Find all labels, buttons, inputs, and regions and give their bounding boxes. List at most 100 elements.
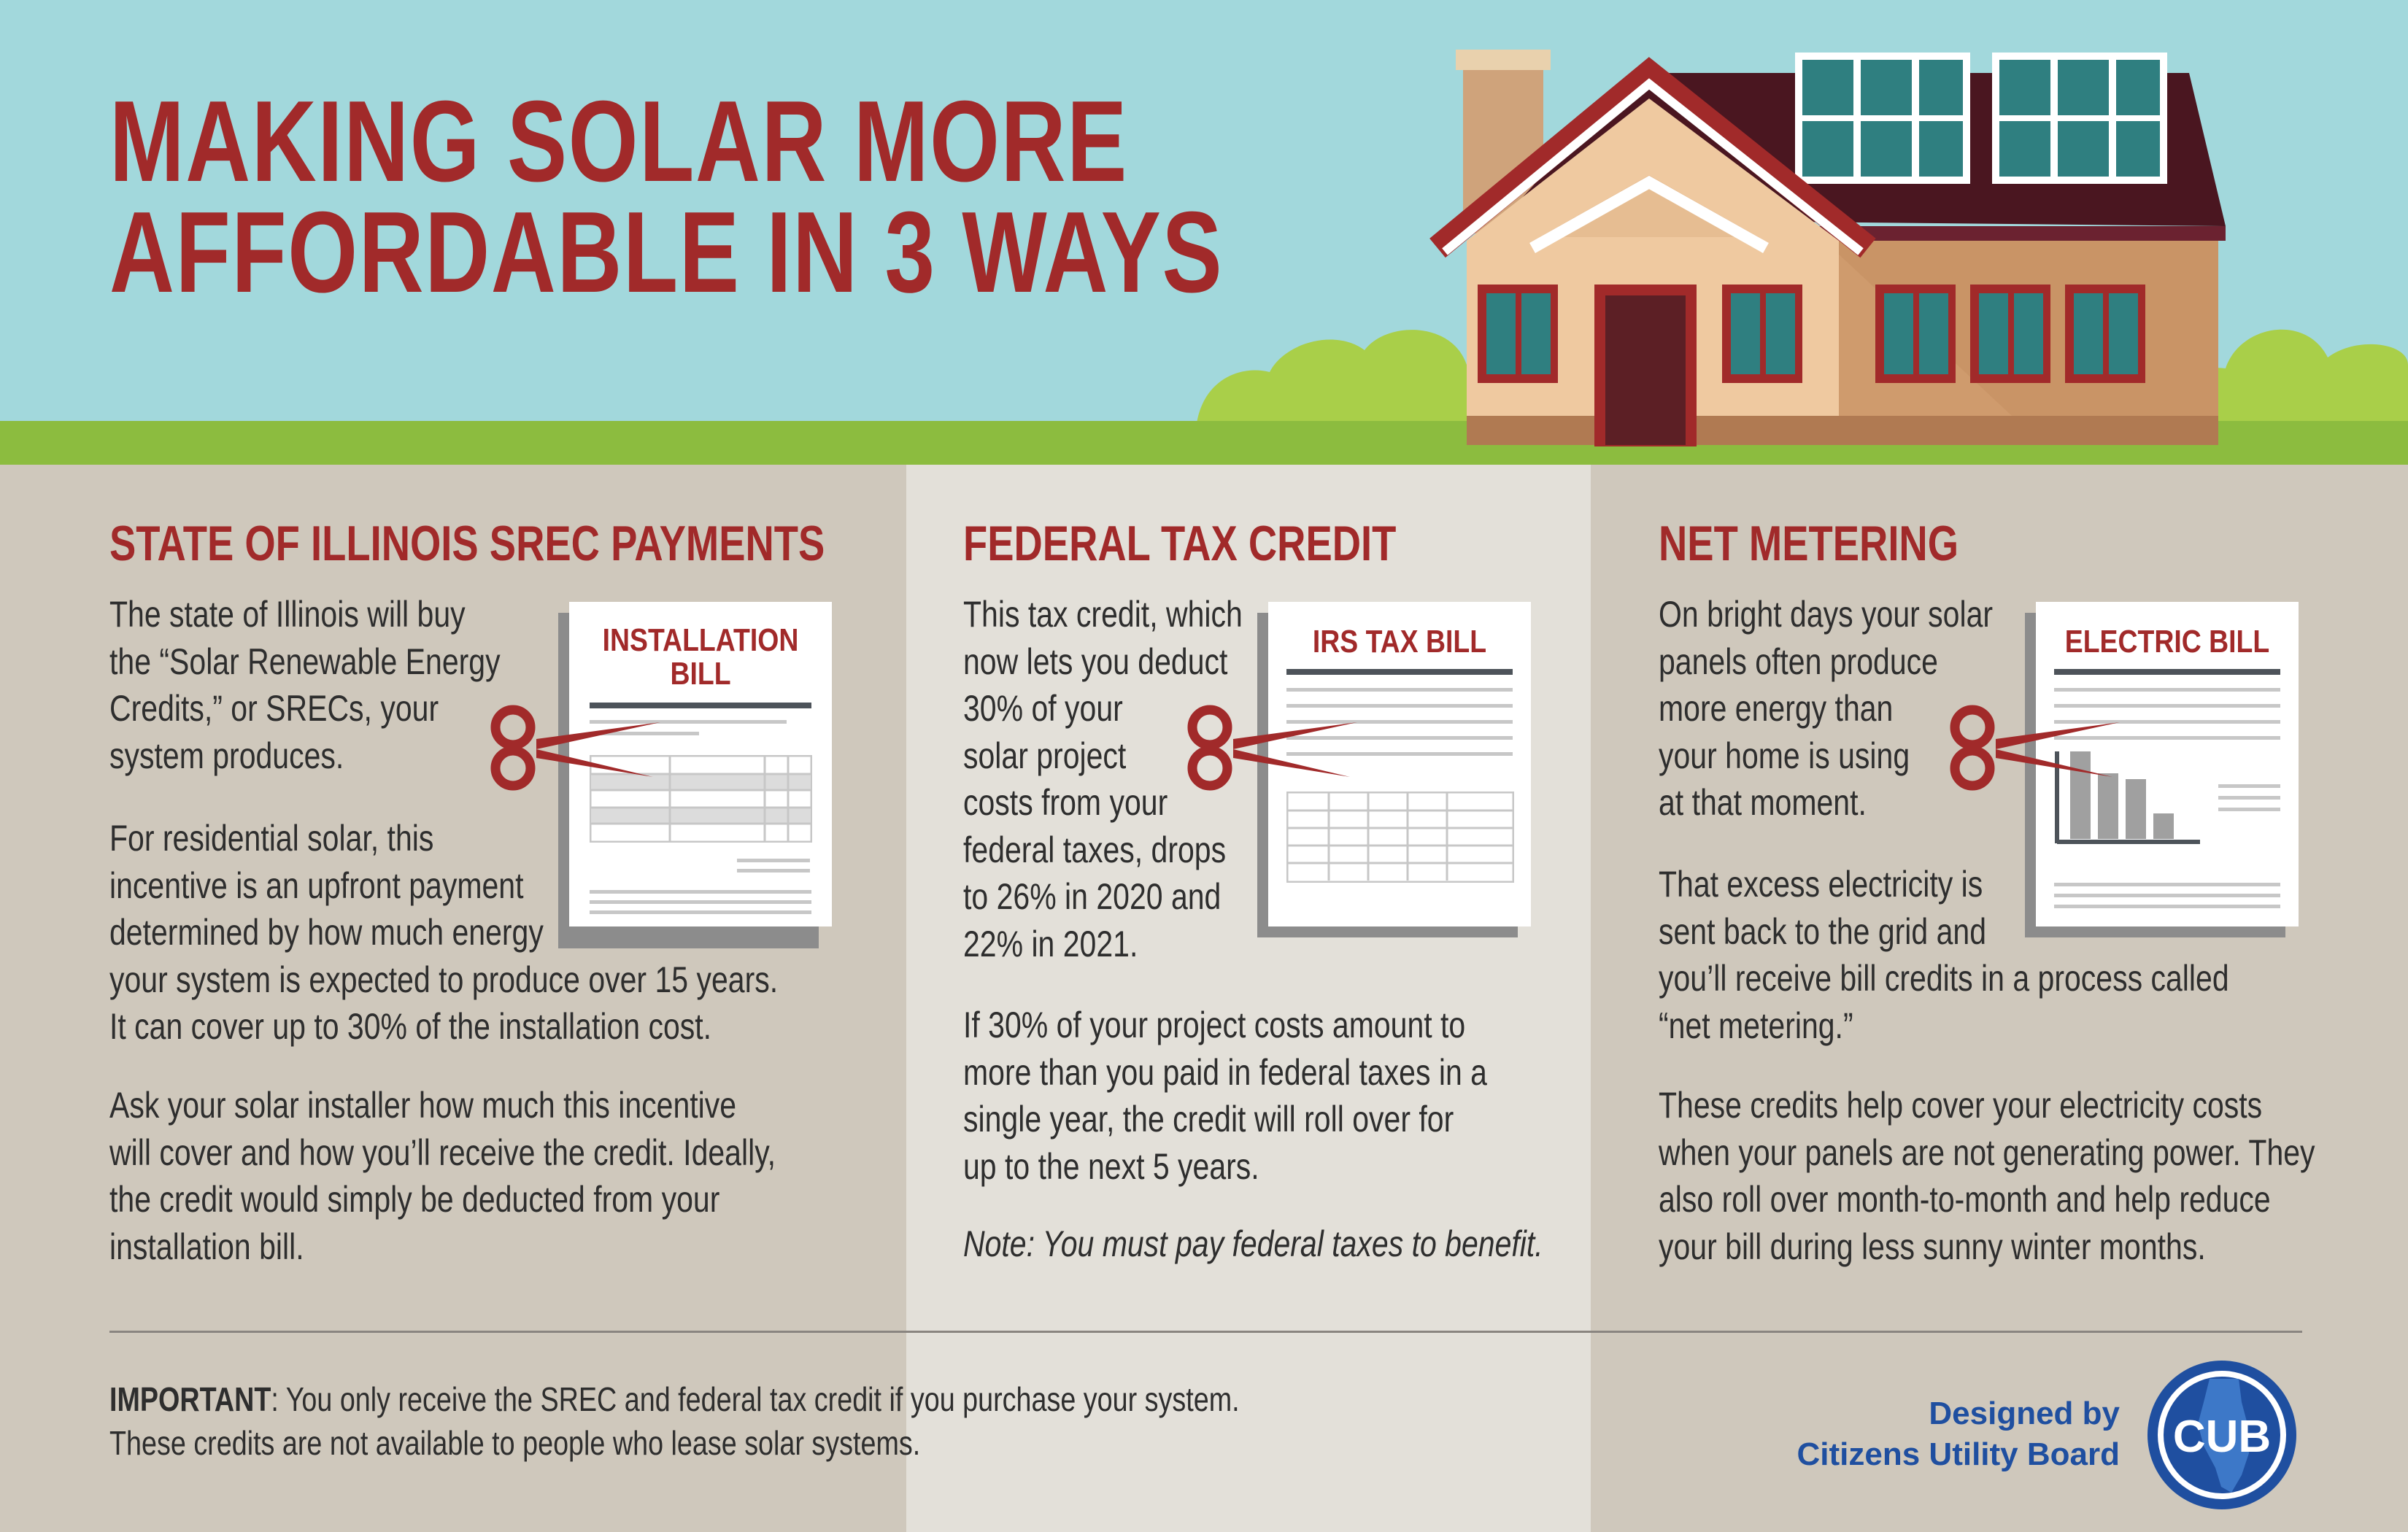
text-line: system produces. [109,735,344,776]
text-line: the credit would simply be deducted from… [109,1179,720,1220]
doc-line [590,910,811,914]
text-line: your system is expected to produce over … [109,959,779,1000]
srec-heading: STATE OF ILLINOIS SREC PAYMENTS [109,516,825,571]
srec-paragraph-2: For residential solar, this incentive is… [109,815,778,1051]
page-title: MAKING SOLAR MORE AFFORDABLE IN 3 WAYS [109,77,1224,317]
tax-credit-note: Note: You must pay federal taxes to bene… [963,1220,1543,1268]
doc-line [1286,752,1513,756]
text-line: installation bill. [109,1226,304,1267]
doc-line [2218,796,2280,800]
doc-rule [2054,669,2280,675]
text-line: If 30% of your project costs amount to [963,1005,1466,1045]
doc-line [1286,736,1513,740]
text-line: “net metering.” [1659,1005,1853,1046]
doc-line [2218,808,2280,811]
text-line: when your panels are not generating powe… [1659,1131,2315,1173]
text-line: On bright days your solar [1659,594,1994,635]
scissors-icon [490,705,660,791]
text-line: federal taxes, drops [963,829,1227,870]
text-line: Note: You must pay federal taxes to bene… [963,1223,1543,1264]
doc-title-line: BILL [670,656,731,692]
doc-rule [590,703,811,708]
text-line: single year, the credit will roll over f… [963,1099,1454,1140]
text-line: This tax credit, which [963,594,1243,635]
scissors-icon [1950,705,2120,791]
doc-line [1286,720,1513,724]
title-line-2: AFFORDABLE IN 3 WAYS [109,188,1224,317]
net-metering-paragraph-1: On bright days your solar panels often p… [1659,591,1993,827]
footer-divider [109,1331,2302,1333]
electric-bill-document: ELECTRIC BILL [2036,602,2299,926]
text-line: your bill during less sunny winter month… [1659,1226,2206,1267]
important-line-1: IMPORTANT: You only receive the SREC and… [109,1377,1240,1421]
text-line: solar project [963,735,1127,776]
srec-paragraph-1: The state of Illinois will buy the “Sola… [109,591,501,779]
irs-tax-bill-title: IRS TAX BILL [1312,624,1487,659]
doc-line [2054,736,2280,740]
doc-table [590,755,812,843]
doc-line [2218,784,2280,788]
cub-logo: CUB [2147,1361,2296,1509]
doc-line [2054,894,2280,897]
doc-line [590,720,787,724]
doc-line [2054,704,2280,708]
text-line: These credits help cover your electricit… [1659,1085,2263,1126]
text-line: For residential solar, this [109,818,434,859]
text-line: at that moment. [1659,782,1867,823]
bar-chart-icon [2055,751,2200,844]
doc-line [737,859,810,862]
doc-line [590,732,699,735]
tax-credit-paragraph-1: This tax credit, which now lets you dedu… [963,591,1243,967]
text-line: 30% of your [963,688,1123,729]
text-line: more energy than [1659,688,1894,729]
text-line: now lets you deduct [963,641,1228,682]
doc-line [590,890,811,894]
designed-by-credit: Designed by Citizens Utility Board [1737,1393,2120,1475]
text-line: The state of Illinois will buy [109,594,466,635]
cub-logo-text: CUB [2173,1412,2271,1462]
text-line: incentive is an upfront payment [109,864,524,906]
tax-credit-heading: FEDERAL TAX CREDIT [963,516,1397,571]
doc-line [1286,688,1513,692]
installation-bill-document: INSTALLATION BILL [569,602,832,926]
installation-bill-title: INSTALLATION BILL [589,624,812,691]
text-line: panels often produce [1659,641,1938,682]
doc-line [737,869,810,873]
doc-line [590,900,811,904]
text-line: you’ll receive bill credits in a process… [1659,958,2229,999]
text-line: 22% in 2021. [963,923,1138,964]
text-line: up to the next 5 years. [963,1145,1259,1187]
text-line: It can cover up to 30% of the installati… [109,1006,712,1047]
text-line: to 26% in 2020 and [963,876,1222,917]
designed-by-label: Designed by [1929,1396,2120,1431]
doc-rule [1286,669,1513,675]
electric-bill-title: ELECTRIC BILL [2064,624,2270,659]
doc-title-line: INSTALLATION [602,622,799,658]
net-metering-paragraph-3: These credits help cover your electricit… [1659,1082,2315,1270]
doc-line [2054,688,2280,692]
doc-line [2054,720,2280,724]
solar-panel-icon [1795,53,1970,184]
important-notice: IMPORTANT: You only receive the SREC and… [109,1377,1240,1465]
text-line: your home is using [1659,735,1910,776]
srec-paragraph-3: Ask your solar installer how much this i… [109,1082,776,1270]
text-line: determined by how much energy [109,912,544,953]
net-metering-heading: NET METERING [1659,516,1959,571]
text-line: the “Solar Renewable Energy [109,641,501,682]
bushes-illustration [1197,329,2408,423]
illinois-state-icon [2198,1379,2249,1493]
text-line: Ask your solar installer how much this i… [109,1085,737,1126]
house-illustration [1429,50,2226,446]
title-line-1: MAKING SOLAR MORE [109,77,1128,206]
text-line: costs from your [963,782,1168,823]
text-line: sent back to the grid and [1659,910,1987,952]
tax-credit-paragraph-2: If 30% of your project costs amount to m… [963,1002,1487,1190]
doc-line [1286,704,1513,708]
irs-tax-bill-document: IRS TAX BILL [1268,602,1531,926]
doc-line [2054,883,2280,886]
net-metering-paragraph-2: That excess electricity is sent back to … [1659,861,2229,1049]
scissors-icon [1187,705,1357,791]
solar-panel-icon [1992,53,2167,184]
important-label: IMPORTANT [109,1380,271,1418]
text-line: also roll over month-to-month and help r… [1659,1179,2271,1220]
